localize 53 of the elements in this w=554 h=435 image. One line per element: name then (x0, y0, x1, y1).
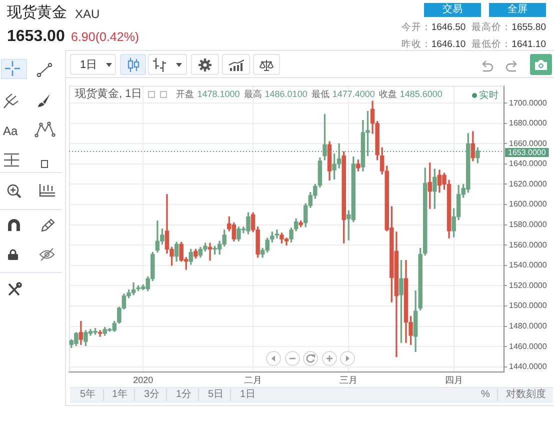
y-tick-label: 1580.0000 (509, 220, 548, 230)
text: 5年 (80, 389, 96, 400)
y-tick-label: 1640.0000 (509, 159, 548, 168)
annotation: 最高 (244, 89, 262, 99)
text: % (481, 389, 490, 400)
annotation: 收盘 (378, 89, 397, 99)
y-tick-label: 1500.0000 (509, 301, 548, 310)
annotation: 最低 (311, 89, 330, 99)
text: 昨收： (401, 39, 432, 50)
y-tick-label: 1600.0000 (509, 200, 548, 209)
y-tick-label: 1700.0000 (509, 98, 548, 108)
annotation: 1485.6000 (400, 89, 442, 99)
y-tick-label: 1520.0000 (509, 280, 548, 290)
y-tick-label: 1680.0000 (509, 118, 548, 128)
chart-subtitle: XAU (75, 7, 100, 21)
text: 1646.10 (431, 39, 466, 50)
text: 今开： (401, 22, 432, 33)
button: 交易 (424, 3, 481, 17)
annotation: 实时 (479, 90, 499, 101)
y-tick-label: 1440.0000 (509, 362, 548, 372)
text: Aa (3, 124, 18, 138)
text: 1641.10 (512, 39, 546, 50)
text: 最高价： (472, 22, 512, 33)
text: 5日 (208, 389, 224, 400)
annotation: 现货黄金, 1日 (75, 88, 142, 100)
chart-title: 现货黄金 (7, 4, 67, 21)
x-tick-label: 四月 (444, 374, 463, 385)
y-tick-label: 1620.0000 (509, 179, 548, 188)
y-tick-label: 1480.0000 (509, 322, 548, 331)
toolbar-button: 1日 (70, 54, 116, 75)
x-tick-label: 2020 (133, 374, 154, 385)
text: 1646.50 (431, 22, 466, 33)
y-tick-label: 1560.0000 (509, 240, 548, 250)
text: 对数刻度 (506, 389, 546, 400)
text: 1653.00 (7, 28, 65, 45)
annotation: 开盘 (176, 89, 194, 99)
text: 1日 (240, 389, 256, 400)
annotation: 1477.4000 (332, 89, 375, 99)
ref-line-label: 1653.0000 (508, 148, 546, 158)
text: 最低价： (472, 39, 512, 50)
y-tick-label: 1660.0000 (509, 138, 548, 148)
text: 1655.80 (512, 22, 546, 33)
annotation: 1486.0100 (264, 89, 308, 99)
button: 全屏 (489, 3, 546, 17)
text: 6.90(0.42%) (71, 30, 140, 44)
y-tick-label: 1540.0000 (509, 260, 548, 270)
text: 1分 (176, 389, 192, 400)
x-tick-label: 三月 (340, 374, 358, 385)
y-tick-label: 1460.0000 (509, 342, 548, 351)
x-tick-label: 二月 (244, 374, 262, 385)
text: 1年 (112, 389, 128, 400)
annotation: 1478.1000 (197, 89, 240, 99)
text: 3分 (144, 389, 160, 400)
